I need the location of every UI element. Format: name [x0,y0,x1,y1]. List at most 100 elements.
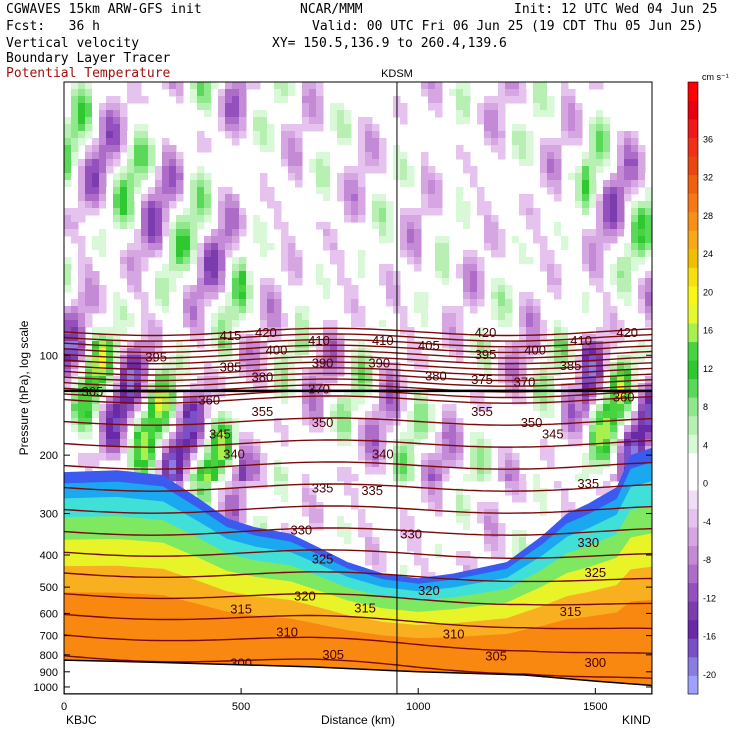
w-cell [498,145,506,153]
w-cell [589,152,597,160]
w-cell [491,271,499,279]
w-cell [127,404,135,412]
w-cell [456,103,464,111]
w-cell [575,481,583,489]
w-cell [442,320,450,328]
w-cell [421,439,429,447]
w-cell [71,124,79,132]
w-cell [225,320,233,328]
w-cell [589,145,597,153]
w-cell [323,222,331,230]
kdsm-marker-label: KDSM [381,68,413,80]
w-cell [127,152,135,160]
w-cell [295,334,303,342]
w-cell [379,215,387,223]
w-cell [197,103,205,111]
w-cell [456,264,464,272]
w-cell [330,348,338,356]
w-cell [253,467,261,475]
w-cell [239,516,247,524]
w-cell [645,341,652,349]
w-cell [288,194,296,202]
w-cell [309,411,317,419]
w-cell [358,432,366,440]
w-cell [92,362,100,370]
w-cell [183,229,191,237]
w-cell [183,425,191,433]
w-cell [379,278,387,286]
isentrope-label: 400 [524,342,546,357]
w-cell [421,453,429,461]
w-cell [414,425,422,433]
w-cell [533,397,541,405]
w-cell [127,460,135,468]
w-cell [281,488,289,496]
w-cell [372,145,380,153]
w-cell [470,460,478,468]
w-cell [218,222,226,230]
w-cell [554,152,562,160]
w-cell [596,201,604,209]
w-cell [582,446,590,454]
w-cell [127,187,135,195]
w-cell [470,516,478,524]
w-cell [561,103,569,111]
w-cell [323,194,331,202]
w-cell [302,229,310,237]
w-cell [141,327,149,335]
w-cell [386,530,394,538]
w-cell [288,278,296,286]
w-cell [603,432,611,440]
w-cell [344,530,352,538]
w-cell [330,425,338,433]
w-cell [141,355,149,363]
w-cell [99,159,107,167]
w-cell [120,229,128,237]
isentrope-310 [64,613,652,630]
w-cell [547,215,555,223]
w-cell [575,292,583,300]
w-cell [197,467,205,475]
w-cell [92,292,100,300]
w-cell [631,145,639,153]
w-cell [176,411,184,419]
w-cell [498,453,506,461]
colorbar-swatch [688,564,698,584]
w-cell [617,180,625,188]
isentrope-350 [64,439,652,448]
w-cell [211,390,219,398]
w-cell [617,376,625,384]
w-cell [603,453,611,461]
w-cell [281,89,289,97]
w-cell [302,215,310,223]
isentrope-label: 335 [361,483,383,498]
w-cell [309,404,317,412]
isentrope-label: 380 [252,370,274,385]
w-cell [204,397,212,405]
w-cell [120,124,128,132]
w-cell [400,565,408,573]
w-cell [400,222,408,230]
w-cell [540,418,548,426]
w-cell [526,341,534,349]
w-cell [92,82,100,90]
w-cell [386,299,394,307]
w-cell [190,173,198,181]
w-cell [85,152,93,160]
w-cell [183,264,191,272]
colorbar-swatch [688,601,698,621]
w-cell [239,341,247,349]
w-cell [407,229,415,237]
w-cell [400,432,408,440]
w-cell [358,208,366,216]
w-cell [197,278,205,286]
w-cell [113,320,121,328]
w-cell [218,411,226,419]
w-cell [204,404,212,412]
w-cell [631,236,639,244]
w-cell [351,397,359,405]
w-cell [603,355,611,363]
w-cell [155,460,163,468]
w-cell [323,187,331,195]
w-cell [463,96,471,104]
